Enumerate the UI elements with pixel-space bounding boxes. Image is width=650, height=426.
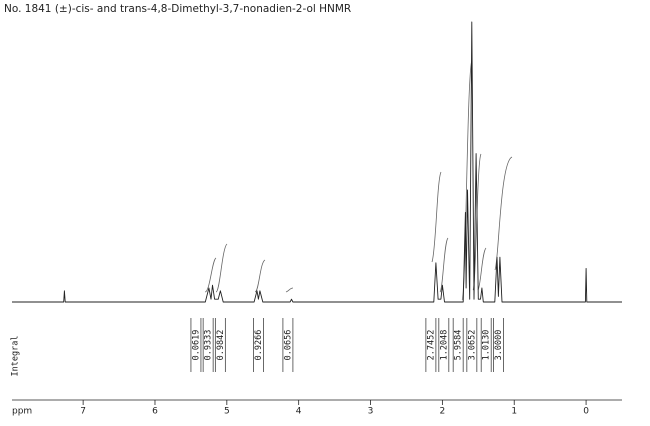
integral-bracket xyxy=(282,318,294,372)
integral-bracket xyxy=(253,318,264,372)
integral-value: 2.7452 xyxy=(426,330,436,361)
x-tick-label: 5 xyxy=(224,407,230,417)
integral-bracket xyxy=(493,318,504,372)
integral-curve xyxy=(439,237,449,293)
chart-title: No. 1841 (±)-cis- and trans-4,8-Dimethyl… xyxy=(4,3,351,15)
integral-value: 0.9266 xyxy=(254,330,264,361)
integral-bracket xyxy=(214,318,226,372)
integral-value: 0.9333 xyxy=(204,330,214,361)
x-tick-label: 2 xyxy=(440,407,446,417)
integral-bracket xyxy=(438,318,450,372)
integral-bracket xyxy=(425,318,437,372)
x-tick-label: 3 xyxy=(368,407,374,417)
x-tick-label: 0 xyxy=(583,407,589,417)
x-tick-label: 7 xyxy=(80,407,86,417)
integral-curve xyxy=(254,259,266,293)
integral-curve xyxy=(431,171,442,263)
spectrum-line xyxy=(12,21,622,303)
x-tick-label: 1 xyxy=(511,407,517,417)
integral-curve xyxy=(494,156,513,271)
x-tick-label: 4 xyxy=(296,407,302,417)
integral-value: 0.9842 xyxy=(216,330,226,361)
integral-value: 1.0130 xyxy=(482,330,492,361)
integral-bracket xyxy=(202,318,214,372)
integral-curve xyxy=(477,247,487,291)
integral-value: 3.0652 xyxy=(467,330,477,361)
x-tick-label: 6 xyxy=(152,407,158,417)
integral-bracket xyxy=(452,318,464,372)
integral-label: Integral xyxy=(11,336,21,377)
integral-bracket xyxy=(480,318,492,372)
integral-curve xyxy=(215,243,228,293)
integral-bracket xyxy=(466,318,478,372)
integral-curve xyxy=(285,287,294,293)
x-axis-label: ppm xyxy=(12,407,32,417)
integral-bracket xyxy=(190,318,202,372)
integral-value: 0.0656 xyxy=(283,330,293,361)
integral-value: 3.0000 xyxy=(494,330,504,361)
integral-value: 0.0619 xyxy=(191,330,201,361)
integral-curve xyxy=(204,257,217,293)
integral-value: 1.2048 xyxy=(439,330,449,361)
integral-value: 5.9584 xyxy=(454,330,464,361)
